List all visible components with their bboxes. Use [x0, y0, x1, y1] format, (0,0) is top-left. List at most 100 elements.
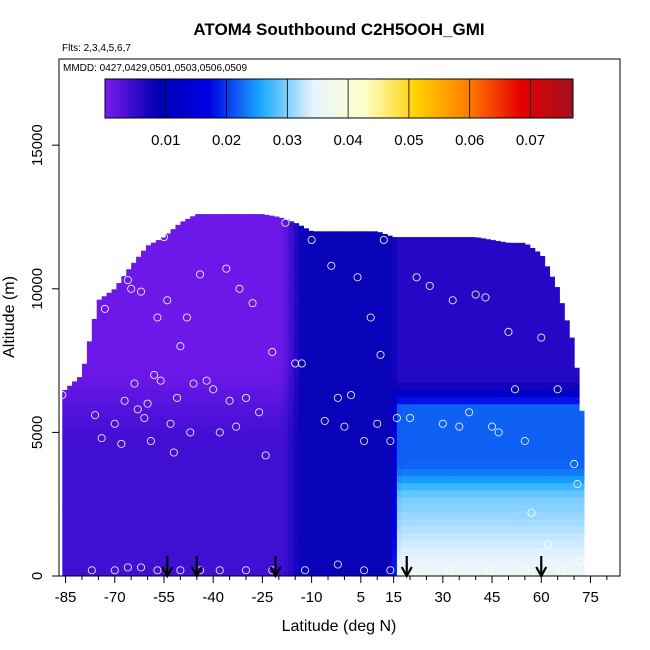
curtain-cell — [406, 475, 413, 484]
curtain-cell — [209, 214, 216, 218]
curtain-cell — [544, 303, 551, 311]
curtain-cell — [273, 389, 280, 398]
curtain-cell — [519, 346, 526, 354]
curtain-cell — [96, 489, 103, 498]
curtain-cell — [293, 554, 300, 563]
curtain-cell — [387, 554, 393, 563]
curtain-cell — [155, 274, 162, 283]
curtain-cell — [539, 267, 546, 276]
curtain-cell — [204, 238, 211, 247]
curtain-cell — [416, 540, 423, 548]
curtain-cell — [67, 446, 73, 455]
curtain-cell — [200, 425, 206, 433]
curtain-cell — [411, 396, 418, 405]
curtain-cell — [204, 518, 211, 527]
curtain-cell — [160, 453, 167, 462]
curtain-cell — [475, 540, 482, 548]
curtain-cell — [126, 418, 132, 426]
curtain-cell — [500, 310, 506, 319]
curtain-cell — [352, 396, 359, 405]
curtain-cell — [554, 331, 560, 340]
curtain-cell — [150, 468, 157, 477]
curtain-cell — [391, 518, 398, 527]
curtain-cell — [91, 418, 98, 426]
curtain-cell — [219, 504, 226, 512]
curtain-cell — [357, 518, 364, 527]
curtain-cell — [421, 540, 428, 548]
curtain-cell — [273, 439, 280, 448]
curtain-cell — [190, 324, 196, 333]
curtain-cell — [145, 439, 152, 448]
curtain-cell — [170, 360, 177, 369]
curtain-cell — [323, 525, 329, 534]
curtain-cell — [544, 339, 551, 347]
curtain-cell — [190, 554, 196, 563]
curtain-cell — [328, 310, 334, 319]
curtain-cell — [539, 497, 546, 505]
curtain-cell — [293, 374, 300, 383]
curtain-cell — [259, 310, 265, 319]
curtain-cell — [401, 453, 408, 462]
curtain-cell — [500, 525, 506, 534]
curtain-cell — [318, 260, 324, 268]
curtain-cell — [239, 468, 245, 477]
curtain-cell — [101, 511, 108, 520]
curtain-cell — [288, 403, 295, 412]
curtain-cell — [475, 245, 482, 254]
curtain-cell — [441, 389, 447, 398]
curtain-cell — [328, 532, 334, 541]
curtain-cell — [224, 382, 231, 390]
curtain-cell — [288, 295, 295, 304]
curtain-cell — [347, 482, 354, 491]
curtain-cell — [559, 468, 565, 477]
curtain-cell — [515, 331, 521, 340]
curtain-cell — [239, 446, 245, 455]
curtain-cell — [77, 432, 83, 441]
curtain-cell — [406, 446, 413, 455]
curtain-cell — [451, 489, 457, 498]
curtain-cell — [293, 561, 300, 570]
curtain-cell — [347, 497, 354, 505]
curtain-cell — [239, 267, 245, 276]
curtain-cell — [288, 231, 295, 240]
curtain-cell — [308, 432, 314, 441]
curtain-cell — [278, 540, 285, 548]
curtain-cell — [288, 331, 295, 340]
curtain-cell — [160, 260, 167, 268]
curtain-cell — [170, 281, 177, 290]
curtain-cell — [323, 511, 329, 520]
curtain-cell — [254, 547, 260, 556]
curtain-cell — [273, 475, 280, 484]
curtain-cell — [264, 446, 270, 455]
curtain-cell — [332, 374, 339, 383]
curtain-cell — [515, 339, 521, 347]
curtain-cell — [446, 346, 452, 354]
curtain-cell — [303, 228, 309, 232]
curtain-cell — [283, 231, 290, 240]
curtain-cell — [470, 403, 477, 412]
curtain-cell — [136, 453, 142, 462]
curtain-cell — [67, 389, 73, 398]
curtain-cell — [204, 425, 211, 433]
curtain-cell — [362, 561, 368, 570]
curtain-cell — [106, 346, 113, 354]
curtain-cell — [426, 389, 432, 398]
curtain-cell — [328, 245, 334, 254]
sample-points — [59, 218, 585, 575]
curtain-cell — [180, 317, 186, 326]
curtain-cell — [411, 382, 418, 390]
curtain-cell — [293, 260, 300, 268]
curtain-cell — [529, 317, 536, 326]
curtain-cell — [529, 288, 536, 297]
curtain-cell — [150, 547, 157, 556]
curtain-cell — [283, 446, 290, 455]
curtain-cell — [126, 389, 132, 398]
curtain-cell — [559, 425, 565, 433]
curtain-cell — [209, 403, 216, 412]
curtain-cell — [278, 353, 285, 362]
curtain-cell — [293, 382, 300, 390]
curtain-cell — [495, 418, 501, 426]
curtain-cell — [81, 475, 88, 484]
curtain-cell — [214, 374, 221, 383]
curtain-cell — [377, 317, 383, 326]
